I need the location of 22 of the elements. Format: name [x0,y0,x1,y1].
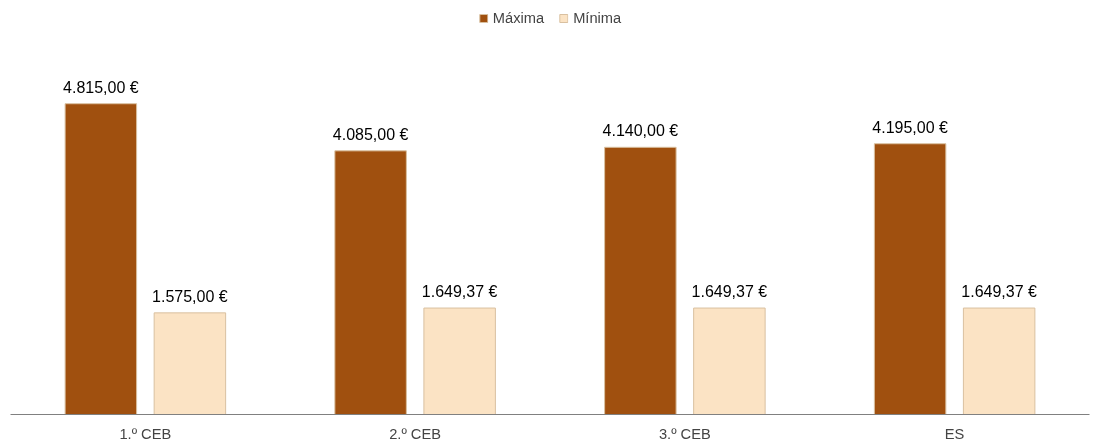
bar [604,146,677,415]
bar [334,150,407,415]
data-label: 4.195,00 € [872,118,949,136]
bar [64,103,138,415]
legend-label: Máxima [492,10,545,26]
data-label: 1.575,00 € [152,287,228,305]
data-label: 1.649,37 € [961,283,1038,301]
legend-label: Mínima [573,10,622,26]
x-tick-label: 2.º CEB [389,425,442,442]
bar [962,307,1036,415]
data-label: 1.649,37 € [691,283,768,301]
bar [693,307,766,415]
data-label: 1.649,37 € [421,283,498,301]
data-label: 4.085,00 € [332,125,409,143]
bar [153,312,227,415]
x-tick-label: ES [944,425,965,442]
data-label: 4.140,00 € [602,122,679,140]
bar [873,143,947,415]
x-tick-label: 3.º CEB [658,425,711,442]
bar [423,307,496,415]
x-tick-label: 1.º CEB [119,425,172,442]
data-label: 4.815,00 € [63,78,139,96]
